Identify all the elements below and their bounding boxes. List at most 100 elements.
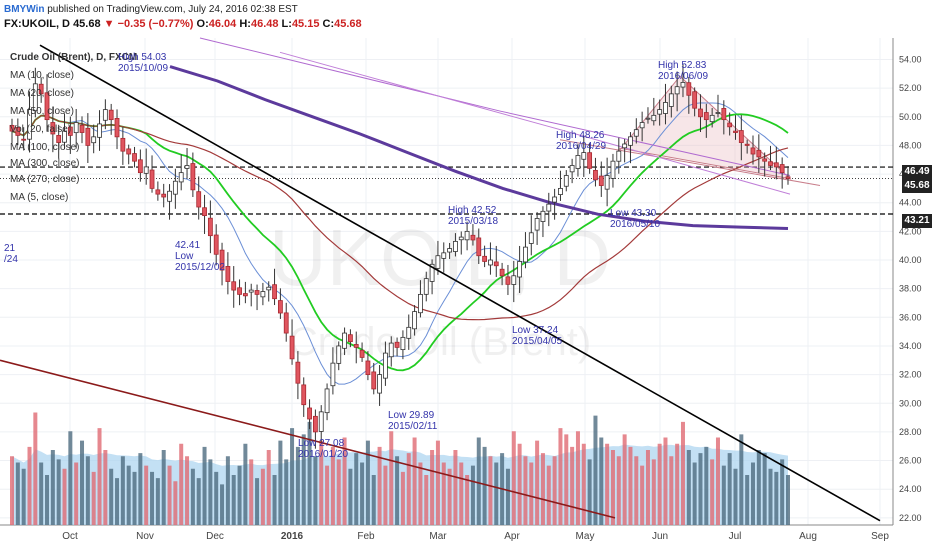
candle-body — [447, 248, 452, 253]
candle-body — [213, 234, 219, 255]
volume-bar — [336, 459, 341, 525]
volume-bar — [622, 434, 627, 525]
x-tick-label: Jun — [652, 531, 668, 542]
volume-bar — [383, 465, 388, 525]
candle-body — [272, 284, 277, 300]
volume-bar — [295, 446, 300, 525]
candle-body — [207, 217, 213, 237]
ma300-line — [199, 37, 791, 176]
candle-body — [563, 175, 569, 187]
candle-body — [108, 109, 114, 121]
y-tick-label: 40.00 — [899, 255, 922, 265]
candle-body — [27, 109, 32, 140]
volume-bar — [453, 450, 458, 525]
candle-body — [499, 268, 505, 277]
candle-body — [546, 203, 552, 212]
y-tick-label: 32.00 — [899, 370, 922, 380]
annotation-high-2016-06: High 52.83 2016/06/09 — [658, 60, 709, 82]
volume-bar — [412, 437, 417, 525]
y-tick-label: 26.00 — [899, 456, 922, 466]
price-tag-45-68: 45.68 — [902, 179, 932, 193]
candle-body — [91, 136, 97, 144]
candle-body — [336, 345, 342, 364]
volume-bar — [488, 456, 493, 525]
down-arrow-icon: ▼ — [103, 18, 115, 30]
study-ma10[interactable]: MA (10, close) — [10, 70, 74, 81]
publish-info: published on TradingView.com, July 24, 2… — [47, 4, 298, 15]
publish-line: BMYWin published on TradingView.com, Jul… — [4, 4, 298, 15]
volume-bar — [132, 471, 137, 525]
volume-bar — [21, 468, 26, 525]
volume-bar — [260, 468, 265, 525]
volume-bar — [786, 475, 790, 525]
candle-body — [534, 218, 540, 231]
candle-body — [756, 149, 762, 158]
candle-body — [593, 169, 598, 181]
series-title[interactable]: Crude Oil (Brent), D, FXCM — [10, 52, 138, 63]
volume-bar — [74, 462, 79, 525]
y-tick-label: 50.00 — [899, 112, 922, 122]
study-ma300[interactable]: MA (300, close) — [10, 158, 80, 169]
study-ma5[interactable]: MA (5, close) — [10, 192, 69, 203]
volume-bar — [715, 437, 720, 525]
candle-body — [196, 191, 202, 208]
volume-bar — [511, 431, 516, 525]
volume-bar — [85, 456, 90, 525]
study-ma50[interactable]: MA (50, close) — [10, 106, 74, 117]
candle-body — [172, 180, 178, 195]
volume-bar — [739, 434, 744, 525]
volume-bar — [103, 450, 108, 525]
last-price: 45.68 — [73, 18, 101, 30]
study-ma100[interactable]: MA (100, close) — [10, 142, 80, 153]
candle-body — [768, 161, 773, 166]
candle-body — [394, 341, 400, 348]
candle-body — [32, 83, 38, 112]
candle-body — [633, 129, 639, 137]
volume-bar — [249, 459, 254, 525]
volume-bar — [389, 431, 394, 525]
volume-bar — [150, 471, 155, 525]
candle-body — [50, 122, 56, 135]
trendline-red — [0, 359, 616, 519]
candle-body — [365, 360, 371, 376]
volume-bar — [645, 450, 650, 525]
candle-body — [155, 189, 161, 195]
low-label: L: — [281, 18, 292, 30]
candle-body — [698, 108, 703, 118]
candle-body — [773, 162, 779, 168]
candle-body — [132, 153, 137, 162]
candle-body — [663, 102, 668, 114]
volume-bar — [680, 421, 685, 525]
volume-bar — [750, 462, 755, 525]
annotation-high-2016-04: High 48.26 2016/04/29 — [556, 130, 607, 152]
candle-body — [295, 361, 301, 384]
candle-body — [575, 155, 581, 169]
volume-bar — [657, 443, 662, 525]
volume-bar — [214, 471, 219, 525]
candle-body — [126, 148, 132, 155]
candle-body — [301, 384, 307, 406]
candle-body — [418, 293, 423, 314]
volume-bar — [91, 471, 96, 525]
candle-body — [149, 169, 155, 189]
volume-bar — [616, 456, 621, 525]
study-ma270[interactable]: MA (270, close) — [10, 174, 80, 185]
volume-bar — [208, 459, 213, 525]
candle-body — [762, 158, 768, 162]
candle-body — [62, 130, 67, 143]
candle-body — [237, 287, 242, 295]
volume-bar — [418, 462, 423, 525]
volume-bar — [301, 434, 306, 525]
publisher-name[interactable]: BMYWin — [4, 4, 45, 15]
candle-body — [470, 234, 476, 241]
volume-bar — [97, 428, 102, 525]
volume-bar — [435, 440, 440, 525]
close-label: C: — [322, 18, 335, 30]
trendline-black — [39, 44, 881, 522]
study-vol[interactable]: Vol (20, false) — [10, 124, 72, 135]
symbol-name[interactable]: FX:UKOIL, D — [4, 18, 70, 30]
candle-body — [167, 190, 172, 202]
study-ma20[interactable]: MA (20, close) — [10, 88, 74, 99]
